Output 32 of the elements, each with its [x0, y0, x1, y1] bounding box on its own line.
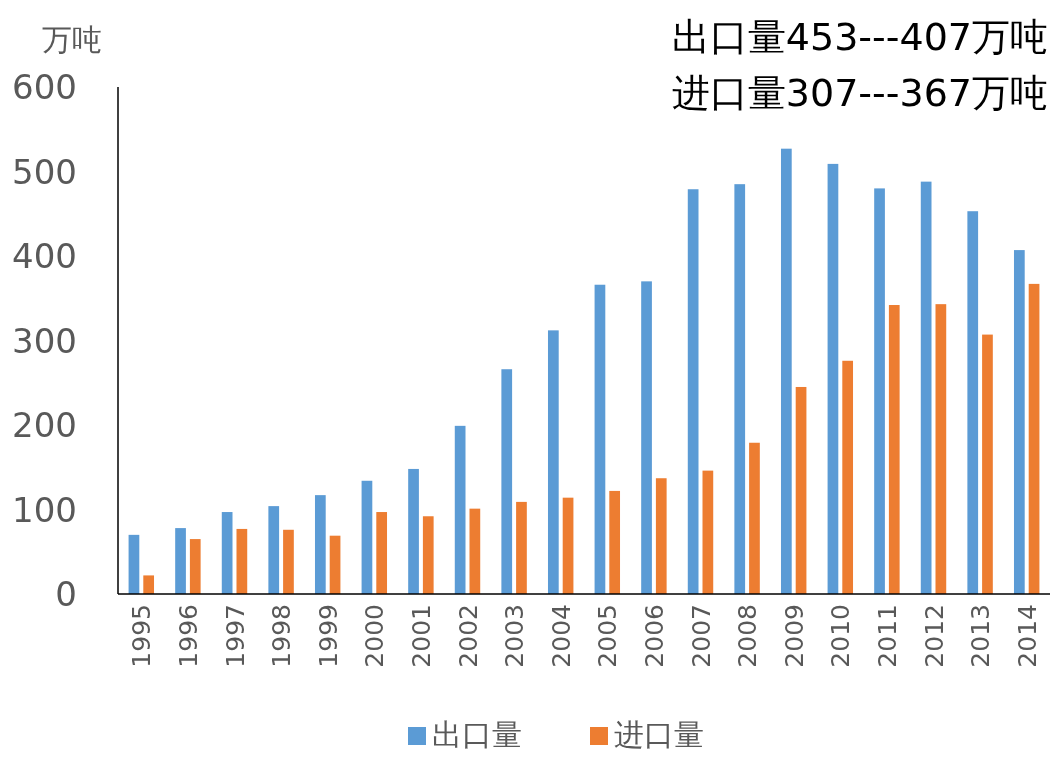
- x-tick-label: 2014: [1012, 604, 1042, 668]
- y-tick-label: 100: [12, 489, 77, 530]
- x-tick-label: 2010: [826, 604, 856, 668]
- y-tick-label: 300: [12, 320, 77, 361]
- x-tick-label: 2013: [966, 604, 996, 668]
- legend-label: 出口量: [432, 717, 522, 752]
- chart-title: 出口量453---407万吨: [671, 15, 1048, 59]
- legend-label: 进口量: [614, 717, 704, 752]
- y-tick-label: 400: [12, 236, 77, 276]
- x-tick-label: 2005: [593, 604, 623, 668]
- x-tick-label: 2003: [500, 604, 530, 668]
- x-tick-label: 2006: [639, 604, 669, 668]
- x-tick-label: 2012: [919, 604, 949, 668]
- x-tick-label: 1999: [313, 604, 343, 668]
- x-tick-label: 1997: [220, 604, 250, 668]
- x-tick-label: 1995: [127, 604, 157, 668]
- y-axis-title: 万吨: [42, 22, 102, 57]
- x-tick-label: 2008: [733, 604, 763, 668]
- y-tick-label: 600: [12, 67, 77, 107]
- x-tick-label: 2002: [453, 604, 483, 668]
- x-tick-label: 2007: [686, 604, 716, 668]
- y-tick-label: 0: [55, 574, 77, 614]
- y-tick-label: 500: [12, 151, 77, 192]
- x-tick-label: 2004: [546, 604, 576, 668]
- y-tick-label: 200: [12, 405, 77, 445]
- x-tick-label: 2011: [872, 604, 902, 668]
- x-tick-label: 2000: [360, 604, 390, 668]
- x-tick-label: 1998: [267, 604, 297, 668]
- x-tick-label: 1996: [173, 604, 203, 668]
- x-tick-label: 2001: [406, 604, 436, 668]
- x-tick-label: 2009: [779, 604, 809, 668]
- chart-subtitle: 进口量307---367万吨: [671, 71, 1048, 115]
